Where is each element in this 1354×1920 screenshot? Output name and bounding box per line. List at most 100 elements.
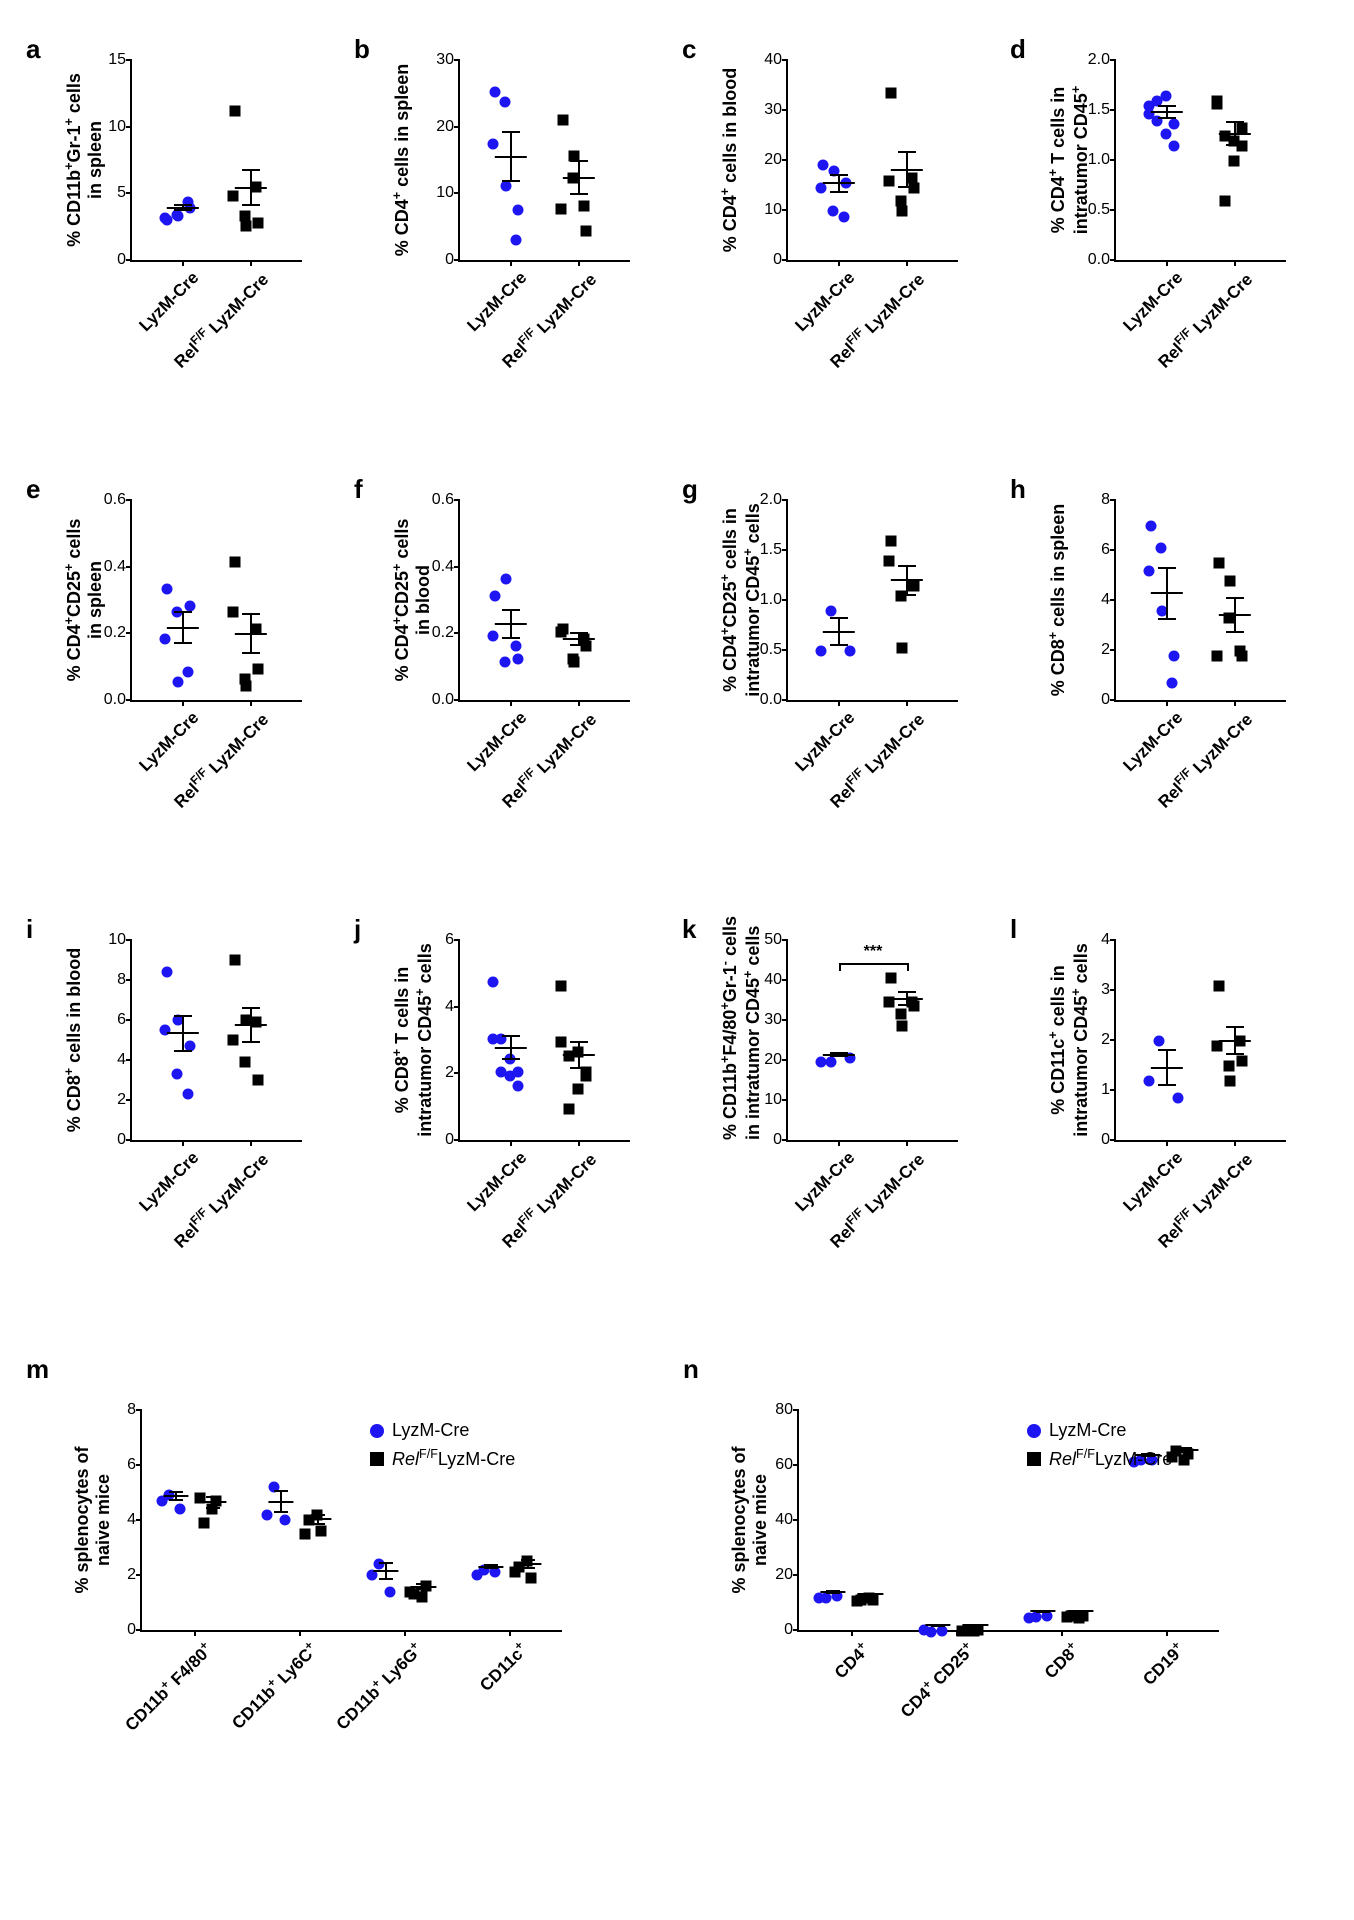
data-point xyxy=(816,1056,827,1067)
y-axis-label: % CD4+CD25+ cells inintratumor CD45+ cel… xyxy=(718,500,764,700)
data-point xyxy=(499,657,510,668)
data-point xyxy=(252,663,263,674)
legend-marker xyxy=(370,1424,384,1438)
y-axis-label: % CD8+ cells in spleen xyxy=(1046,500,1069,700)
x-tick-label: LyzM-Cre xyxy=(463,1148,531,1216)
data-point xyxy=(511,640,522,651)
y-axis-label: % CD8+ T cells inintratumor CD45+ cells xyxy=(390,940,436,1140)
x-tick-label: CD8+ xyxy=(1039,1638,1084,1683)
panel-label: l xyxy=(1010,914,1017,945)
panel-label: n xyxy=(683,1354,699,1385)
panel-a: a 051015% CD11b+Gr-1+ cellsin spleenLyzM-… xyxy=(20,30,348,470)
data-point xyxy=(262,1509,273,1520)
x-tick-label: LyzM-Cre xyxy=(791,268,859,336)
data-point xyxy=(572,1083,583,1094)
legend-label: LyzM-Cre xyxy=(392,1420,469,1441)
data-point xyxy=(1144,565,1155,576)
data-point xyxy=(241,680,252,691)
data-point xyxy=(512,653,523,664)
y-axis-label: % splenocytes ofnaive mice xyxy=(729,1410,771,1630)
panel-m: m02468% splenocytes ofnaive miceCD11b+ F… xyxy=(20,1350,677,1830)
data-point xyxy=(885,972,896,983)
data-point xyxy=(184,600,195,611)
data-point xyxy=(280,1515,291,1526)
data-point xyxy=(895,1008,906,1019)
plot-area: 0.00.51.01.52.0% CD4+CD25+ cells inintra… xyxy=(786,500,958,702)
data-point xyxy=(579,200,590,211)
data-point xyxy=(884,175,895,186)
data-point xyxy=(171,1068,182,1079)
legend-label: RelF/FLyzM-Cre xyxy=(1049,1447,1172,1470)
legend-label: RelF/FLyzM-Cre xyxy=(392,1447,515,1470)
data-point xyxy=(228,1034,239,1045)
data-point xyxy=(1223,1060,1234,1071)
data-point xyxy=(557,623,568,634)
data-point xyxy=(1160,128,1171,139)
data-point xyxy=(1212,650,1223,661)
data-point xyxy=(826,605,837,616)
data-point xyxy=(1168,650,1179,661)
data-point xyxy=(511,234,522,245)
panel-label: f xyxy=(354,474,363,505)
data-point xyxy=(512,1067,523,1078)
data-point xyxy=(844,645,855,656)
data-point xyxy=(241,220,252,231)
panel-f: f0.00.20.40.6% CD4+CD25+ cellsin bloodLy… xyxy=(348,470,676,910)
legend-marker xyxy=(1027,1452,1041,1466)
data-point xyxy=(1155,543,1166,554)
data-point xyxy=(173,211,184,222)
data-point xyxy=(228,191,239,202)
x-tick-label: CD11b+ F4/80+ xyxy=(119,1638,216,1735)
panel-n: n020406080% splenocytes ofnaive miceCD4+… xyxy=(677,1350,1334,1830)
plot-area: 01020304050% CD11b+F4/80+Gr-1- cellsin i… xyxy=(786,940,958,1142)
data-point xyxy=(417,1592,428,1603)
x-tick-label: LyzM-Cre xyxy=(791,1148,859,1216)
legend: LyzM-Cre RelF/FLyzM-Cre xyxy=(370,1420,515,1476)
data-point xyxy=(1213,558,1224,569)
y-axis-label: % CD11c+ cells inintratumor CD45+ cells xyxy=(1046,940,1092,1140)
panel-k: k 01020304050% CD11b+F4/80+Gr-1- cellsin … xyxy=(676,910,1004,1350)
panel-label: d xyxy=(1010,34,1026,65)
data-point xyxy=(1168,118,1179,129)
plot-area: 051015% CD11b+Gr-1+ cellsin spleenLyzM-C… xyxy=(130,60,302,262)
x-tick-label: LyzM-Cre xyxy=(135,1148,203,1216)
data-point xyxy=(1168,140,1179,151)
data-point xyxy=(1172,1093,1183,1104)
panel-label: g xyxy=(682,474,698,505)
x-tick-label: CD11b+ Ly6G+ xyxy=(330,1638,426,1734)
data-point xyxy=(501,573,512,584)
data-point xyxy=(252,1074,263,1085)
significance-label: *** xyxy=(864,943,883,961)
data-point xyxy=(198,1517,209,1528)
data-point xyxy=(908,183,919,194)
data-point xyxy=(1154,1035,1165,1046)
data-point xyxy=(1160,90,1171,101)
panel-label: j xyxy=(354,914,361,945)
plot-area: 0102030% CD4+ cells in spleenLyzM-CreRel… xyxy=(458,60,630,262)
data-point xyxy=(525,1572,536,1583)
data-point xyxy=(556,980,567,991)
data-point xyxy=(1225,575,1236,586)
data-point xyxy=(252,217,263,228)
data-point xyxy=(488,139,499,150)
data-point xyxy=(228,607,239,618)
data-point xyxy=(183,667,194,678)
x-tick-label: LyzM-Cre xyxy=(1119,268,1187,336)
plot-area: 0246810% CD8+ cells in bloodLyzM-CreRelF… xyxy=(130,940,302,1142)
data-point xyxy=(512,205,523,216)
x-tick-label: CD11b+ Ly6C+ xyxy=(226,1638,322,1734)
data-point xyxy=(488,630,499,641)
panel-label: b xyxy=(354,34,370,65)
panel-label: a xyxy=(26,34,40,65)
panel-label: i xyxy=(26,914,33,945)
x-tick-label: CD4+ CD25+ xyxy=(895,1638,979,1722)
data-point xyxy=(908,580,919,591)
data-point xyxy=(1213,980,1224,991)
data-point xyxy=(820,1592,831,1603)
data-point xyxy=(173,677,184,688)
panel-label: k xyxy=(682,914,696,945)
plot-area: 0246% CD8+ T cells inintratumor CD45+ ce… xyxy=(458,940,630,1142)
y-axis-label: % CD11b+Gr-1+ cellsin spleen xyxy=(62,60,106,260)
data-point xyxy=(884,555,895,566)
data-point xyxy=(897,1020,908,1031)
